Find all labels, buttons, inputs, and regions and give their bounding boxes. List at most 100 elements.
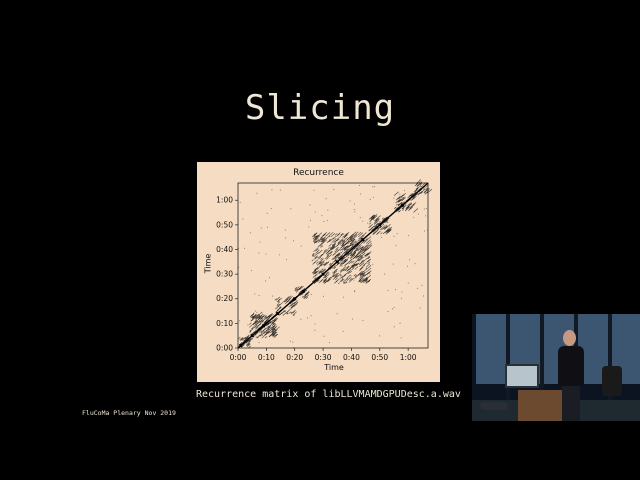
recurrence-mark	[412, 195, 415, 198]
recurrence-mark	[350, 263, 355, 268]
recurrence-mark	[330, 274, 335, 279]
recurrence-mark	[332, 242, 337, 247]
recurrence-mark	[314, 255, 318, 259]
recurrence-mark	[278, 298, 281, 301]
presenter-body	[558, 346, 584, 386]
recurrence-mark	[393, 307, 395, 308]
recurrence-mark	[240, 337, 244, 342]
recurrence-mark	[362, 248, 365, 251]
recurrence-mark	[346, 278, 350, 281]
recurrence-mark	[344, 247, 348, 250]
recurrence-mark	[271, 328, 276, 333]
recurrence-mark	[342, 233, 345, 236]
recurrence-mark	[359, 246, 364, 250]
x-tick-label: 1:00	[400, 353, 417, 362]
recurrence-mark	[382, 223, 385, 226]
recurrence-mark	[341, 277, 344, 280]
recurrence-mark	[365, 239, 371, 244]
recurrence-mark	[384, 228, 390, 234]
recurrence-mark	[408, 206, 413, 211]
recurrence-mark	[362, 220, 364, 222]
recurrence-mark	[327, 266, 330, 269]
recurrence-mark	[359, 217, 361, 219]
recurrence-mark	[345, 252, 350, 256]
recurrence-mark	[240, 337, 244, 341]
recurrence-mark	[341, 259, 348, 265]
recurrence-mark	[353, 240, 357, 244]
recurrence-mark	[365, 278, 372, 284]
recurrence-mark	[320, 245, 324, 248]
recurrence-mark	[418, 181, 421, 184]
recurrence-mark	[308, 226, 310, 228]
recurrence-mark	[311, 259, 314, 262]
recurrence-mark	[335, 246, 339, 250]
recurrence-mark	[360, 247, 365, 252]
recurrence-mark	[339, 269, 343, 272]
recurrence-mark	[343, 281, 347, 285]
recurrence-mark	[272, 317, 278, 322]
diagonal-block	[301, 289, 305, 293]
recurrence-mark	[334, 246, 337, 249]
recurrence-mark	[249, 322, 255, 328]
recurrence-mark	[395, 289, 397, 291]
recurrence-mark	[379, 335, 380, 337]
recurrence-mark	[425, 187, 430, 192]
recurrence-mark	[387, 227, 393, 232]
recurrence-mark	[272, 322, 275, 325]
recurrence-mark	[362, 276, 368, 282]
recurrence-mark	[329, 239, 331, 241]
recurrence-mark	[361, 246, 364, 249]
recurrence-mark	[289, 340, 291, 342]
recurrence-mark	[285, 311, 289, 314]
recurrence-mark	[313, 247, 319, 252]
recurrence-mark	[360, 235, 365, 240]
recurrence-mark	[323, 261, 329, 267]
recurrence-mark	[354, 266, 359, 270]
recurrence-mark	[423, 208, 425, 210]
recurrence-mark	[422, 187, 426, 190]
recurrence-mark	[363, 238, 368, 243]
diagonal-block	[321, 272, 325, 276]
recurrence-mark	[322, 295, 324, 297]
recurrence-mark	[267, 313, 273, 318]
recurrence-mark	[325, 257, 329, 260]
recurrence-mark	[248, 337, 253, 342]
recurrence-mark	[367, 222, 369, 224]
recurrence-mark	[365, 252, 371, 258]
recurrence-mark	[271, 189, 273, 191]
recurrence-mark	[282, 298, 287, 303]
recurrence-mark	[351, 318, 353, 320]
recurrence-mark	[358, 232, 364, 238]
recurrence-mark	[315, 248, 319, 252]
x-tick-label: 0:00	[230, 353, 247, 362]
recurrence-mark	[349, 270, 352, 274]
recurrence-mark	[367, 271, 370, 275]
recurrence-mark	[398, 200, 400, 202]
recurrence-mark	[312, 278, 317, 283]
recurrence-mark	[340, 251, 343, 254]
recurrence-mark	[321, 240, 325, 243]
recurrence-mark	[344, 248, 347, 251]
recurrence-mark	[386, 229, 392, 234]
recurrence-mark	[346, 266, 350, 270]
recurrence-mark	[253, 312, 255, 314]
recurrence-mark	[380, 232, 383, 235]
recurrence-mark	[339, 263, 343, 266]
recurrence-mark	[367, 251, 372, 255]
recurrence-mark	[329, 251, 333, 255]
recurrence-mark	[411, 204, 415, 208]
recurrence-mark	[368, 225, 372, 229]
recurrence-mark	[344, 262, 348, 267]
recurrence-mark	[384, 273, 386, 275]
recurrence-mark	[249, 329, 251, 332]
recurrence-mark	[386, 221, 389, 224]
recurrence-mark	[331, 233, 336, 237]
recurrence-mark	[350, 263, 356, 269]
recurrence-mark	[339, 263, 343, 267]
recurrence-mark	[246, 340, 251, 345]
recurrence-mark	[361, 252, 363, 254]
recurrence-mark	[286, 295, 292, 300]
recurrence-mark	[253, 334, 257, 337]
recurrence-mark	[332, 252, 336, 256]
recurrence-mark	[298, 291, 301, 295]
